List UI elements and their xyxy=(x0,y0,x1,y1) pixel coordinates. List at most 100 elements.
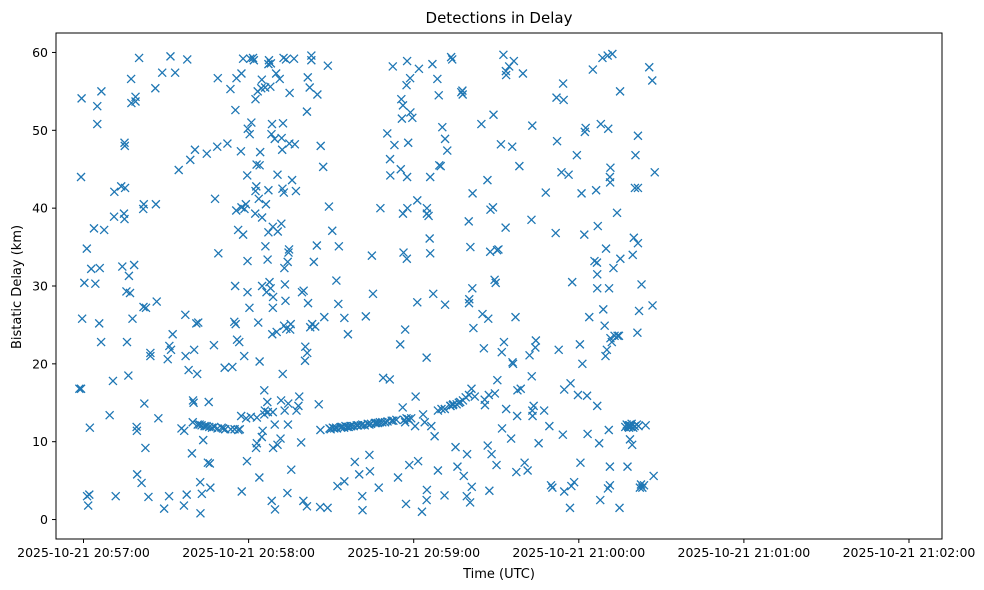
data-point xyxy=(84,490,94,500)
data-point xyxy=(604,283,614,293)
data-point xyxy=(483,441,493,451)
data-point xyxy=(188,417,198,427)
data-point xyxy=(96,86,106,96)
data-point xyxy=(426,421,436,431)
data-point xyxy=(634,306,644,316)
data-point xyxy=(605,163,615,173)
data-point xyxy=(457,86,467,96)
data-point xyxy=(243,124,253,134)
data-point xyxy=(601,244,611,254)
data-point xyxy=(277,133,287,143)
data-point xyxy=(108,376,118,386)
data-point xyxy=(302,348,312,358)
data-point xyxy=(478,309,487,319)
data-point xyxy=(139,399,149,409)
data-point xyxy=(302,107,312,117)
data-point xyxy=(159,504,169,514)
data-point xyxy=(263,227,273,237)
data-point xyxy=(124,271,134,281)
data-point xyxy=(298,496,308,506)
data-point xyxy=(189,398,199,408)
data-point xyxy=(120,183,130,193)
data-point xyxy=(422,353,432,363)
data-point xyxy=(492,375,502,385)
data-point xyxy=(413,456,423,466)
x-tick-label: 2025-10-21 20:59:00 xyxy=(347,545,480,560)
data-point xyxy=(229,317,239,327)
data-point xyxy=(430,431,440,441)
data-point xyxy=(508,357,517,367)
data-point xyxy=(440,134,450,144)
data-point xyxy=(593,221,603,231)
data-point xyxy=(404,414,413,424)
data-point xyxy=(267,329,277,339)
data-point xyxy=(281,55,291,64)
data-point xyxy=(583,429,593,439)
data-point xyxy=(544,421,554,431)
data-point xyxy=(299,286,309,296)
data-point xyxy=(397,114,407,124)
data-point xyxy=(76,172,86,182)
data-point xyxy=(226,424,236,434)
data-point xyxy=(182,55,192,64)
data-point xyxy=(592,269,602,279)
data-point xyxy=(514,161,524,171)
data-point xyxy=(243,287,252,297)
data-point xyxy=(204,397,214,407)
data-point xyxy=(398,100,408,110)
data-point xyxy=(303,72,313,82)
data-point xyxy=(310,322,320,331)
data-point xyxy=(389,140,399,150)
data-point xyxy=(242,456,252,466)
data-point xyxy=(575,458,585,468)
data-point xyxy=(237,487,247,496)
data-point xyxy=(286,319,296,329)
data-point xyxy=(220,363,230,373)
data-point xyxy=(388,416,398,426)
data-point xyxy=(498,50,508,60)
data-point xyxy=(528,411,538,421)
data-point xyxy=(128,314,137,324)
data-point xyxy=(280,406,290,416)
data-point xyxy=(218,423,228,433)
data-point xyxy=(566,378,575,388)
data-point xyxy=(270,420,280,430)
data-point xyxy=(492,460,501,470)
data-point xyxy=(290,139,300,149)
data-point xyxy=(410,421,420,431)
data-point xyxy=(294,392,304,402)
data-point xyxy=(420,417,430,427)
data-point xyxy=(283,420,293,430)
data-point xyxy=(339,476,349,486)
data-point xyxy=(499,337,509,347)
data-point xyxy=(467,482,477,492)
data-point xyxy=(251,94,260,104)
data-point xyxy=(523,466,533,475)
data-point xyxy=(324,202,334,212)
data-point xyxy=(588,65,598,75)
data-point xyxy=(334,241,344,251)
data-point xyxy=(365,466,375,476)
data-point xyxy=(407,113,417,123)
data-point xyxy=(436,161,446,171)
data-point xyxy=(488,202,498,212)
data-point xyxy=(263,185,273,195)
data-point xyxy=(629,233,639,243)
data-point xyxy=(452,462,462,472)
data-point xyxy=(137,478,147,488)
data-point xyxy=(539,406,549,416)
data-point xyxy=(180,310,190,320)
data-point xyxy=(85,423,95,433)
x-axis-label: Time (UTC) xyxy=(462,567,535,582)
data-point xyxy=(123,371,133,380)
data-point xyxy=(402,203,412,213)
data-point xyxy=(265,82,275,92)
plot-area-frame xyxy=(55,32,943,540)
data-point xyxy=(604,425,614,435)
data-point xyxy=(90,279,100,289)
data-point xyxy=(633,131,643,141)
x-tick-label: 2025-10-21 21:00:00 xyxy=(512,545,645,560)
data-point xyxy=(464,216,474,226)
data-point xyxy=(592,283,602,293)
